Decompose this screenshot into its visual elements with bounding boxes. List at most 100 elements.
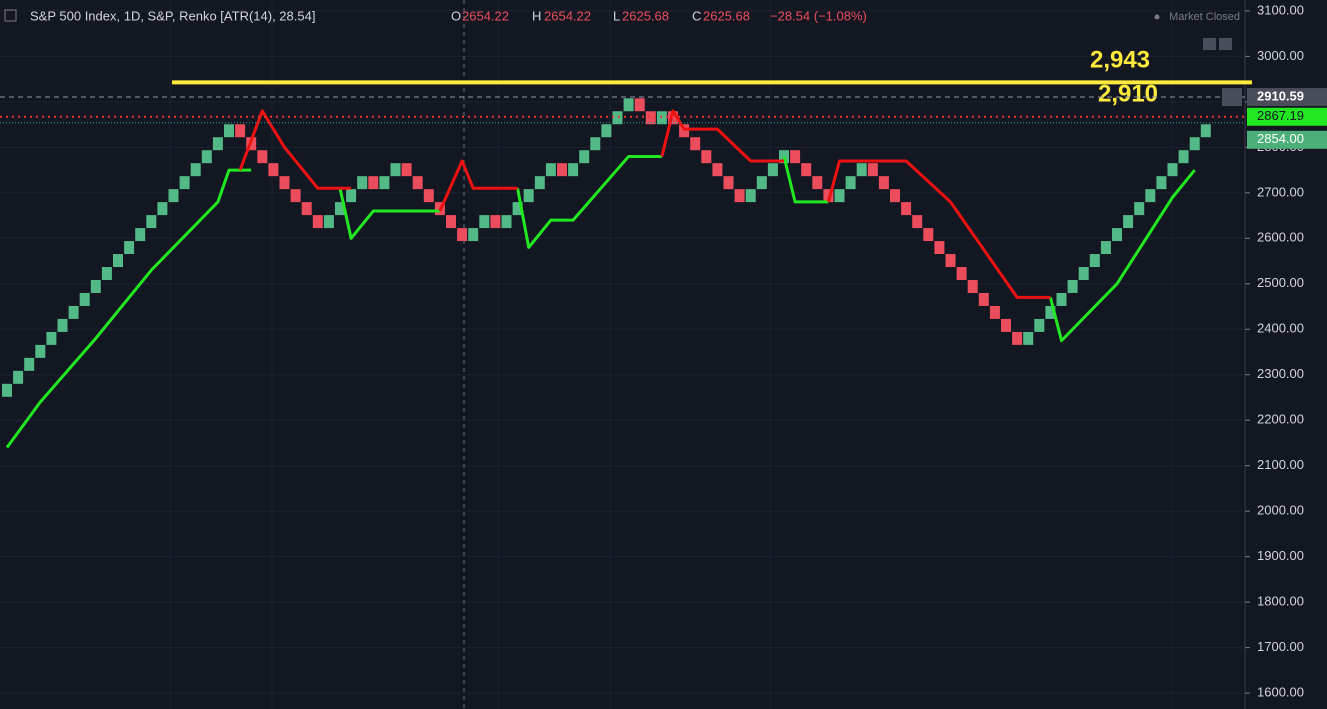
- y-tick-label: 3100.00: [1257, 2, 1304, 17]
- grid: [0, 0, 1245, 709]
- ohlc-value: 2654.22: [544, 8, 591, 23]
- brick-down: [423, 189, 434, 203]
- brick-up: [168, 189, 179, 203]
- brick-up: [13, 370, 24, 384]
- brick-up: [468, 228, 479, 242]
- brick-down: [901, 202, 912, 216]
- brick-up: [2, 383, 12, 397]
- brick-up: [523, 189, 534, 203]
- symbol[interactable]: S&P 500 Index, 1D, S&P, Renko [ATR(14), …: [30, 8, 315, 23]
- price-tag: [1247, 88, 1327, 107]
- brick-up: [612, 111, 623, 125]
- brick-up: [579, 150, 590, 164]
- brick-up: [767, 163, 778, 177]
- level-label: 2,943: [1090, 47, 1150, 74]
- y-tick-label: 2200.00: [1257, 412, 1304, 427]
- brick-down: [368, 176, 379, 190]
- header: S&P 500 Index, 1D, S&P, Renko [ATR(14), …: [4, 8, 1240, 50]
- brick-down: [867, 163, 878, 177]
- y-tick-label: 2000.00: [1257, 503, 1304, 518]
- brick-down: [945, 254, 956, 268]
- y-tick-label: 2300.00: [1257, 366, 1304, 381]
- brick-up: [601, 124, 612, 138]
- brick-up: [90, 279, 101, 293]
- scroll-button[interactable]: [1219, 38, 1232, 50]
- brick-up: [35, 344, 46, 358]
- brick-down: [823, 189, 834, 203]
- ohlc-value: 2625.68: [703, 8, 750, 23]
- brick-up: [190, 163, 201, 177]
- brick-up: [1089, 254, 1100, 268]
- brick-down: [923, 228, 934, 242]
- ohlc-value: 2625.68: [622, 8, 669, 23]
- brick-up: [1112, 228, 1122, 242]
- brick-up: [1123, 215, 1134, 229]
- brick-up: [1167, 163, 1178, 177]
- ohlc-value: 2654.22: [462, 8, 509, 23]
- brick-up: [745, 189, 756, 203]
- brick-up: [834, 189, 845, 203]
- brick-up: [1145, 189, 1156, 203]
- supertrend-line: [238, 109, 1051, 299]
- y-tick-label: 2700.00: [1257, 184, 1304, 199]
- brick-down: [279, 176, 290, 190]
- price-tag-label: 2854.00: [1257, 131, 1304, 146]
- brick-up: [146, 215, 157, 229]
- brick-down: [812, 176, 823, 190]
- brick-up: [1067, 279, 1078, 293]
- y-tick-label: 2100.00: [1257, 457, 1304, 472]
- brick-down: [1001, 318, 1011, 332]
- brick-up: [57, 318, 68, 332]
- brick-down: [712, 163, 723, 177]
- y-tick-label: 2400.00: [1257, 321, 1304, 336]
- price-tag-label: 2910.59: [1257, 88, 1304, 103]
- brick-up: [1156, 176, 1167, 190]
- brick-up: [568, 163, 579, 177]
- brick-up: [1189, 137, 1200, 151]
- brick-down: [401, 163, 412, 177]
- brick-up: [1023, 331, 1034, 345]
- brick-down: [978, 292, 989, 306]
- y-tick-label: 1600.00: [1257, 685, 1304, 700]
- brick-up: [756, 176, 767, 190]
- brick-down: [268, 163, 279, 177]
- brick-up: [68, 305, 79, 319]
- brick-up: [501, 215, 512, 229]
- brick-down: [734, 189, 745, 203]
- brick-up: [101, 267, 112, 280]
- ohlc-label: L: [613, 8, 620, 23]
- brick-up: [1100, 241, 1111, 255]
- brick-up: [346, 189, 357, 203]
- brick-up: [1134, 202, 1145, 216]
- brick-down: [457, 228, 468, 242]
- brick-up: [323, 215, 334, 229]
- brick-down: [967, 279, 978, 293]
- brick-down: [312, 215, 323, 229]
- brick-down: [790, 150, 801, 164]
- brick-down: [878, 176, 889, 190]
- brick-down: [490, 215, 501, 229]
- brick-up: [357, 176, 368, 190]
- brick-up: [1200, 124, 1211, 138]
- ohlc-label: H: [532, 8, 541, 23]
- brick-up: [545, 163, 556, 177]
- collapse-button[interactable]: [4, 9, 17, 22]
- brick-up: [157, 202, 168, 216]
- brick-up: [113, 254, 123, 268]
- crosshair-button[interactable]: [1222, 88, 1242, 107]
- y-tick-label: 2500.00: [1257, 275, 1304, 290]
- brick-down: [446, 215, 456, 229]
- brick-up: [534, 176, 545, 190]
- brick-up: [179, 176, 190, 190]
- scroll-button[interactable]: [1203, 38, 1216, 50]
- brick-up: [201, 150, 212, 164]
- price-tag-label: 2867.19: [1257, 108, 1304, 123]
- y-tick-label: 1700.00: [1257, 639, 1304, 654]
- brick-up: [379, 176, 390, 190]
- brick-up: [623, 98, 634, 112]
- brick-down: [257, 150, 268, 164]
- price-tag: [1247, 130, 1327, 149]
- brick-down: [679, 124, 690, 138]
- brick-down: [723, 176, 734, 190]
